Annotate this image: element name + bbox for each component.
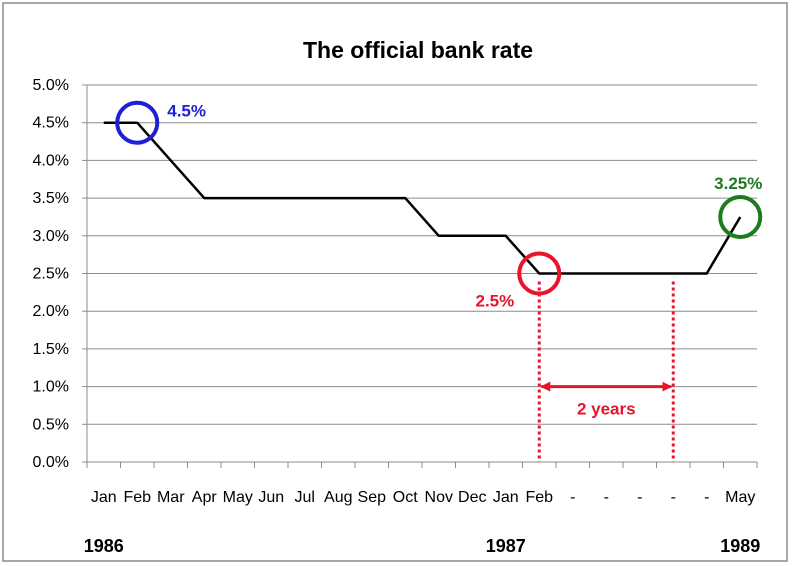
x-tick-label: -	[570, 489, 575, 506]
y-tick-label: 0.0%	[33, 454, 69, 471]
y-tick-labels: 0.0% 0.5% 1.0% 1.5% 2.0% 2.5% 3.0% 3.5% 4.0% 4.5%…	[33, 77, 69, 471]
year-label: 1986	[84, 536, 124, 556]
x-tick-label: -	[604, 489, 609, 506]
x-tick-label: Jun	[258, 489, 284, 506]
annotation-label: 3.25%	[714, 174, 762, 193]
year-labels: 1986 1987 1989	[84, 536, 761, 556]
x-tick-label: -	[671, 489, 676, 506]
x-tick-label: Aug	[324, 489, 352, 506]
x-tick-label: -	[704, 489, 709, 506]
x-tick-label: -	[637, 489, 642, 506]
annotation-label: 2 years	[577, 400, 636, 419]
series-line	[103, 121, 742, 275]
annotation-label: 4.5%	[167, 102, 206, 121]
y-tick-label: 4.0%	[33, 152, 69, 169]
x-tick-label: Mar	[157, 489, 185, 506]
x-tick-label: May	[223, 489, 253, 506]
year-label: 1987	[486, 536, 526, 556]
y-tick-label: 1.5%	[33, 341, 69, 358]
x-tick-label: Oct	[393, 489, 418, 506]
x-tick-label: May	[725, 489, 755, 506]
x-tick-labels: Jan Feb Mar Apr May Jun Jul Aug Sep Oct Nov Dec Jan F…	[91, 489, 756, 506]
annotation-label: 2.5%	[476, 292, 515, 311]
x-tick-label: Jul	[295, 489, 315, 506]
x-tick-label: Nov	[425, 489, 453, 506]
y-tick-label: 4.5%	[33, 115, 69, 132]
x-tick-label: Dec	[458, 489, 486, 506]
x-tick-label: Jan	[91, 489, 117, 506]
axes	[82, 84, 758, 468]
y-tick-label: 2.5%	[33, 266, 69, 283]
y-tick-label: 5.0%	[33, 77, 69, 94]
gridlines	[87, 84, 757, 425]
y-tick-label: 1.0%	[33, 379, 69, 396]
x-tick-label: Feb	[525, 489, 553, 506]
x-tick-label: Sep	[358, 489, 387, 506]
annotations: 4.5% 2.5% 3.25% 2 years	[115, 100, 763, 462]
year-label: 1989	[720, 536, 760, 556]
y-tick-label: 2.0%	[33, 303, 69, 320]
chart-title: The official bank rate	[303, 37, 533, 63]
annotation-circle	[718, 194, 763, 239]
x-tick-label: Jan	[493, 489, 519, 506]
series-lines	[103, 121, 742, 275]
y-tick-label: 3.0%	[33, 228, 69, 245]
annotation-circle	[115, 100, 160, 145]
x-tick-label: Apr	[192, 489, 218, 506]
y-tick-label: 3.5%	[33, 190, 69, 207]
y-tick-label: 0.5%	[33, 416, 69, 433]
x-tick-label: Feb	[123, 489, 151, 506]
